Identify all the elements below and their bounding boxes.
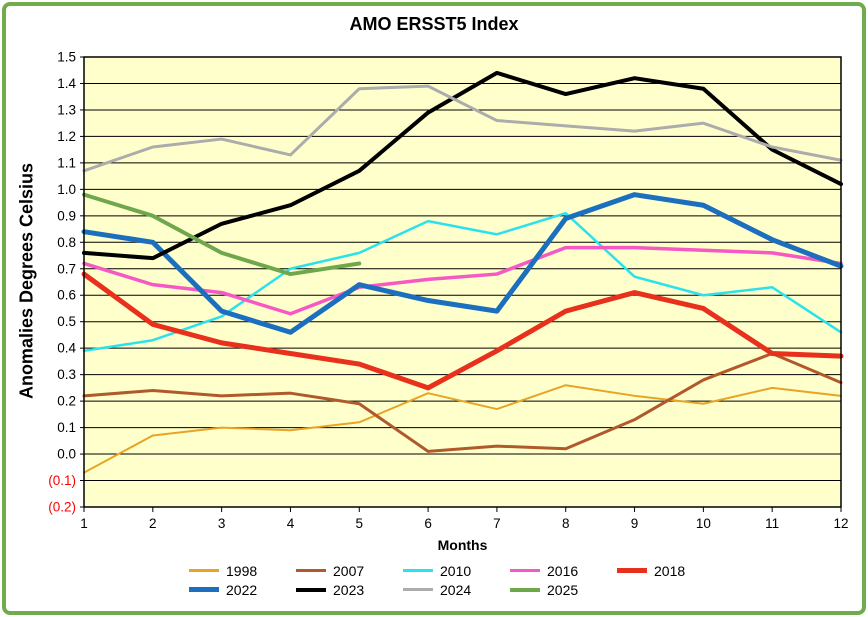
series-line-2010 <box>82 211 843 353</box>
legend-item-1998: 1998 <box>189 563 296 579</box>
legend-item-2007: 2007 <box>296 563 403 579</box>
legend-label: 2024 <box>440 581 472 598</box>
y-tick-label: 1.0 <box>57 182 76 197</box>
x-tick-label: 11 <box>765 516 779 531</box>
y-tick-label: 1.5 <box>57 50 76 65</box>
x-tick-label: 1 <box>80 516 88 531</box>
legend-label: 2007 <box>333 562 365 579</box>
legend-label: 2023 <box>333 581 365 598</box>
legend-label: 2025 <box>547 581 579 598</box>
legend-item-2024: 2024 <box>403 582 510 598</box>
y-tick-label: 0.2 <box>57 394 76 409</box>
series-line-2018 <box>81 271 844 391</box>
y-tick-label: 0.3 <box>57 367 76 382</box>
chart-title: AMO ERSST5 Index <box>349 14 519 34</box>
series-line-2007 <box>82 351 843 453</box>
y-tick-label: 0.8 <box>57 235 76 250</box>
y-tick-label: 1.3 <box>57 102 76 117</box>
y-tick-label: 0.0 <box>57 447 76 462</box>
x-tick-label: 10 <box>696 516 711 531</box>
series-line-2024 <box>82 84 843 173</box>
legend-label: 2018 <box>654 562 686 579</box>
y-tick-label: 0.7 <box>57 261 76 276</box>
x-tick-label: 8 <box>562 516 570 531</box>
legend-item-2025: 2025 <box>510 582 617 598</box>
legend-item-2016: 2016 <box>510 563 617 579</box>
x-tick-label: 4 <box>287 516 295 531</box>
legend-label: 2016 <box>547 562 579 579</box>
y-tick-label: 1.1 <box>57 155 76 170</box>
x-tick-label: 9 <box>631 516 639 531</box>
legend-line-swatch <box>510 568 540 573</box>
y-axis-title: Anomalies Degrees Celsius <box>16 162 37 400</box>
y-tick-label: 0.1 <box>57 420 76 435</box>
y-tick-label: 0.4 <box>57 341 76 356</box>
y-tick-label: (0.2) <box>48 500 76 515</box>
y-tick-label: 0.5 <box>57 314 76 329</box>
legend-line-swatch <box>296 587 326 592</box>
legend-item-2018: 2018 <box>617 563 724 579</box>
series-line-2023 <box>82 70 843 261</box>
series-line-2016 <box>82 245 843 316</box>
y-tick-label: 0.6 <box>57 288 76 303</box>
legend-item-2010: 2010 <box>403 563 510 579</box>
x-tick-label: 6 <box>424 516 432 531</box>
x-axis-title: Months <box>437 537 488 553</box>
legend-item-2023: 2023 <box>296 582 403 598</box>
plot-border <box>83 56 842 508</box>
legend-label: 2010 <box>440 562 472 579</box>
series-line-2025 <box>82 192 362 277</box>
x-tick-label: 3 <box>218 516 226 531</box>
legend-line-swatch <box>403 588 433 591</box>
legend-line-swatch <box>189 587 219 592</box>
chart-legend: 1998 2007 2010 2016 2018 2022 2023 2024 2025 <box>189 561 724 599</box>
x-tick-label: 7 <box>493 516 501 531</box>
legend-item-2022: 2022 <box>189 582 296 598</box>
y-tick-label: 1.4 <box>57 76 76 91</box>
legend-label: 2022 <box>226 581 258 598</box>
legend-line-swatch <box>189 569 219 572</box>
x-tick-label: 5 <box>356 516 364 531</box>
legend-line-swatch <box>403 569 433 572</box>
legend-line-swatch <box>510 587 540 592</box>
plot-area <box>84 57 841 507</box>
y-tick-label: (0.1) <box>48 473 76 488</box>
legend-label: 1998 <box>226 562 258 579</box>
series-line-1998 <box>83 384 842 474</box>
y-tick-label: 0.9 <box>57 208 76 223</box>
series-line-2022 <box>81 192 844 335</box>
x-tick-label: 12 <box>833 516 848 531</box>
y-tick-label: 1.2 <box>57 129 76 144</box>
legend-line-swatch <box>296 569 326 572</box>
legend-line-swatch <box>617 568 647 573</box>
x-tick-label: 2 <box>149 516 157 531</box>
